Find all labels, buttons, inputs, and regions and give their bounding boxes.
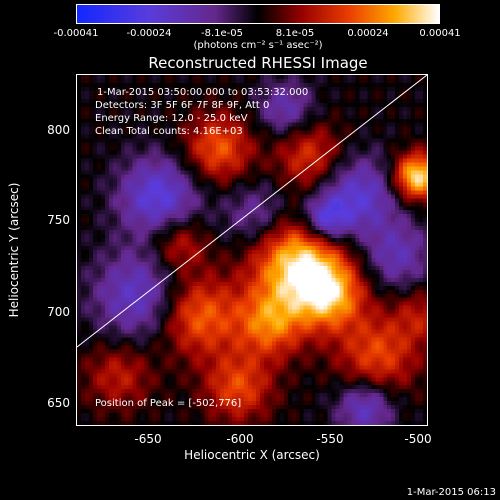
x-tick-label: -650 — [134, 432, 162, 446]
y-tick-label: 750 — [47, 213, 70, 227]
colorbar-tick: -8.1e-05 — [201, 28, 243, 39]
peak-position-label: Position of Peak = [-502,776] — [95, 398, 242, 409]
x-tick-label: -600 — [226, 432, 254, 446]
colorbar-units: (photons cm⁻² s⁻¹ asec⁻²) — [193, 40, 323, 51]
colorbar-tick: -0.00041 — [53, 28, 99, 39]
colorbar-tick: -0.00024 — [126, 28, 172, 39]
y-axis-label: Heliocentric Y (arcsec) — [7, 182, 21, 318]
colorbar-tick: 0.00041 — [419, 28, 461, 39]
image-plot: 1-Mar-2015 03:50:00.000 to 03:53:32.000 … — [76, 74, 428, 426]
colorbar — [76, 4, 440, 24]
y-tick-label: 800 — [47, 123, 70, 137]
hxr-image-map — [77, 75, 427, 425]
colorbar-tick: 0.00024 — [347, 28, 389, 39]
solar-limb-line — [77, 75, 427, 348]
colorbar-tick: 8.1e-05 — [275, 28, 315, 39]
colorbar-gradient — [77, 5, 439, 23]
info-clean-counts: Clean Total counts: 4.16E+03 — [95, 126, 243, 137]
y-tick-label: 650 — [47, 396, 70, 410]
render-timestamp: 1-Mar-2015 06:13 — [406, 487, 496, 498]
x-tick-label: -500 — [404, 432, 432, 446]
x-tick-label: -550 — [316, 432, 344, 446]
info-energy-range: Energy Range: 12.0 - 25.0 keV — [95, 113, 248, 124]
x-axis-label: Heliocentric X (arcsec) — [184, 448, 320, 462]
y-tick-label: 700 — [47, 305, 70, 319]
info-time-range: 1-Mar-2015 03:50:00.000 to 03:53:32.000 — [97, 87, 309, 98]
image-title: Reconstructed RHESSI Image — [148, 54, 368, 72]
info-detectors: Detectors: 3F 5F 6F 7F 8F 9F, Att 0 — [95, 100, 270, 111]
